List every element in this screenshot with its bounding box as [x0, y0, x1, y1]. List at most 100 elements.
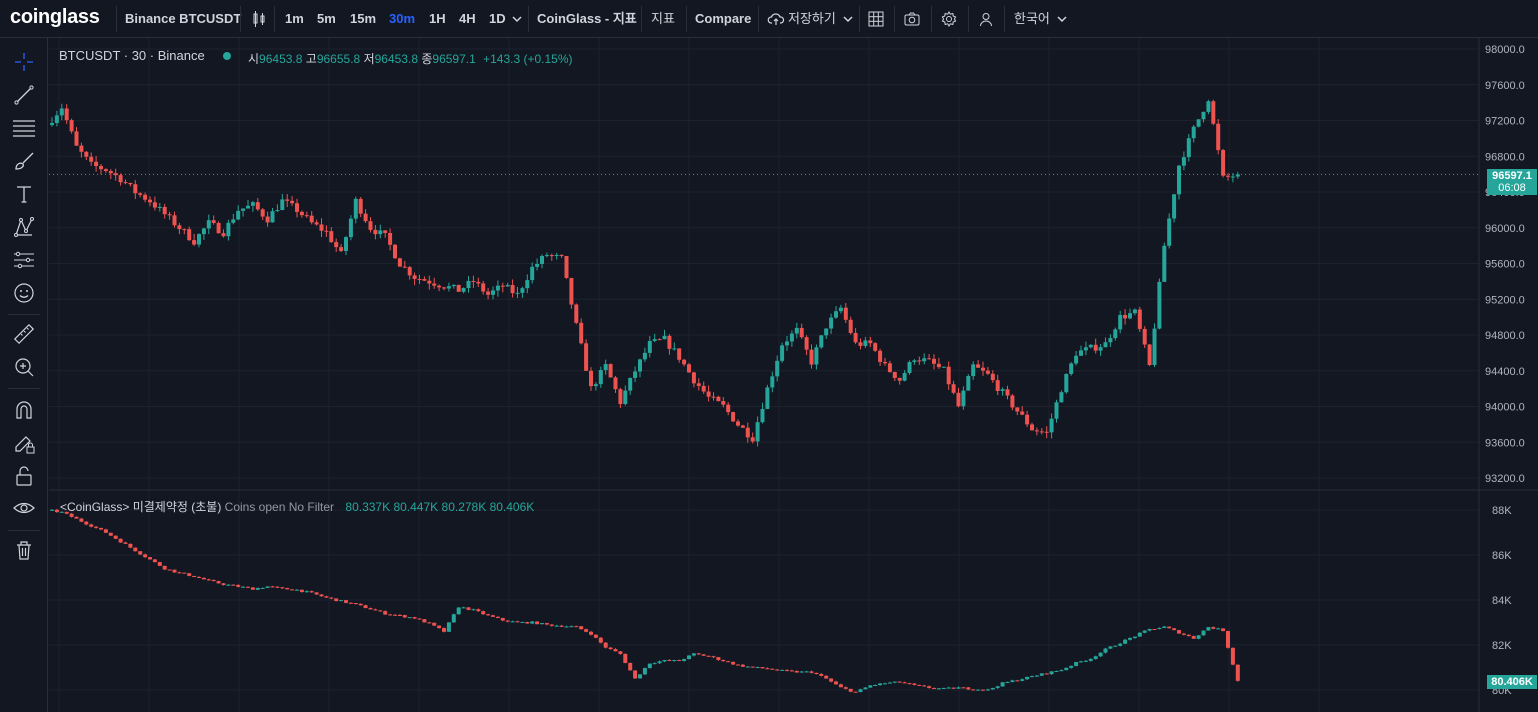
- price-candle: [59, 103, 64, 121]
- oi-candle: [250, 586, 255, 590]
- coinglass-logo[interactable]: coinglass: [10, 6, 100, 28]
- price-candle-body: [1132, 309, 1137, 314]
- price-candle: [407, 265, 412, 280]
- oi-open: 80.337K: [345, 500, 391, 514]
- price-candle: [638, 358, 642, 378]
- price-candle-body: [1064, 373, 1069, 393]
- price-candle-body: [402, 266, 407, 268]
- oi-high: 80.447K: [393, 500, 439, 514]
- oi-candle: [157, 561, 162, 567]
- oi-candle: [1152, 628, 1157, 630]
- lock-drawings-icon[interactable]: [12, 431, 36, 455]
- oi-candle: [932, 687, 936, 690]
- interval-5m[interactable]: 5m: [317, 11, 336, 26]
- oi-candle: [623, 653, 628, 664]
- price-candle-body: [1162, 245, 1167, 282]
- divider: [8, 530, 40, 531]
- oi-candle: [246, 586, 250, 588]
- divider: [641, 6, 642, 32]
- price-candle-body: [422, 279, 427, 281]
- oi-candle: [642, 667, 647, 676]
- oi-indicator-name[interactable]: <CoinGlass> 미결제약정 (초불): [60, 500, 222, 514]
- price-candle-body: [853, 332, 858, 343]
- oi-candle-body: [691, 653, 696, 656]
- chevron-down-icon[interactable]: [510, 12, 528, 30]
- oi-candle: [535, 621, 540, 625]
- chevron-down-icon[interactable]: [1055, 12, 1073, 30]
- zoom-in-icon[interactable]: [12, 355, 36, 379]
- oi-candle: [1128, 637, 1132, 641]
- emoji-icon[interactable]: [12, 281, 36, 305]
- price-candle-body: [1206, 101, 1211, 112]
- oi-candle: [393, 614, 397, 616]
- oi-candle: [1221, 628, 1226, 632]
- interval-1m[interactable]: 1m: [285, 11, 304, 26]
- price-candle-body: [946, 366, 951, 385]
- oi-candle-body: [1025, 676, 1030, 680]
- price-candle: [740, 424, 745, 429]
- price-axis[interactable]: 98000.097600.097200.096800.096400.096000…: [1485, 44, 1525, 485]
- price-candle: [1118, 310, 1123, 334]
- forecast-icon[interactable]: [12, 248, 36, 272]
- chart-area[interactable]: 98000.097600.097200.096800.096400.096000…: [49, 38, 1538, 712]
- price-candle: [564, 255, 569, 279]
- price-candle: [157, 202, 162, 212]
- price-candle: [1079, 345, 1083, 356]
- interval-15m[interactable]: 15m: [350, 11, 377, 26]
- user-icon[interactable]: [977, 10, 995, 28]
- ruler-icon[interactable]: [12, 322, 36, 346]
- price-candle-body: [324, 230, 329, 232]
- save-button[interactable]: 저장하기: [788, 11, 836, 26]
- candle-type-icon[interactable]: [250, 10, 268, 28]
- oi-candle-body: [755, 667, 760, 669]
- interval-1d[interactable]: 1D: [489, 11, 506, 26]
- trend-line-icon[interactable]: [12, 83, 36, 107]
- symbol-button[interactable]: Binance BTCUSDT: [125, 11, 242, 26]
- trash-icon[interactable]: [12, 538, 36, 562]
- coinglass-indicators-button[interactable]: CoinGlass - 지표: [537, 11, 637, 26]
- oi-candle-body: [863, 687, 868, 690]
- price-candle-body: [530, 266, 535, 281]
- price-candle: [701, 381, 706, 394]
- brush-icon[interactable]: [12, 149, 36, 173]
- oi-candle: [1230, 647, 1235, 666]
- interval-1h[interactable]: 1H: [429, 11, 446, 26]
- interval-30m[interactable]: 30m: [389, 11, 416, 26]
- interval-4h[interactable]: 4H: [459, 11, 476, 26]
- price-candle-body: [799, 327, 804, 338]
- language-selector[interactable]: 한국어: [1014, 11, 1050, 26]
- compare-button[interactable]: Compare: [695, 11, 752, 26]
- symbol-title[interactable]: BTCUSDT · 30 · Binance: [59, 48, 205, 63]
- price-candle: [432, 277, 437, 289]
- horizontal-lines-icon[interactable]: [12, 116, 36, 140]
- price-candle: [162, 203, 167, 219]
- price-candle: [1000, 387, 1005, 396]
- indicators-button[interactable]: 지표: [651, 11, 675, 26]
- oi-candle-body: [633, 670, 638, 679]
- price-candle-body: [1196, 119, 1201, 127]
- layout-grid-icon[interactable]: [867, 10, 885, 28]
- price-candle-body: [246, 205, 250, 209]
- camera-icon[interactable]: [903, 10, 921, 28]
- price-candle: [1039, 427, 1044, 435]
- oi-candle-body: [280, 587, 285, 589]
- price-candle: [883, 357, 887, 366]
- price-candle: [1177, 164, 1181, 200]
- pattern-icon[interactable]: [12, 215, 36, 239]
- oi-candle: [206, 578, 211, 581]
- gear-icon[interactable]: [940, 10, 958, 28]
- oi-candle-body: [510, 621, 515, 623]
- oi-candle-body: [138, 551, 143, 555]
- eye-icon[interactable]: [12, 496, 36, 520]
- oi-candle-body: [1221, 628, 1226, 632]
- price-candle-body: [1098, 347, 1103, 351]
- cloud-upload-icon[interactable]: [767, 10, 785, 28]
- magnet-icon[interactable]: [12, 398, 36, 422]
- oi-candle: [740, 663, 745, 668]
- unlock-icon[interactable]: [12, 464, 36, 488]
- price-candle: [1103, 337, 1108, 348]
- crosshair-icon[interactable]: [12, 50, 36, 74]
- text-icon[interactable]: [12, 182, 36, 206]
- chevron-down-icon[interactable]: [841, 12, 859, 30]
